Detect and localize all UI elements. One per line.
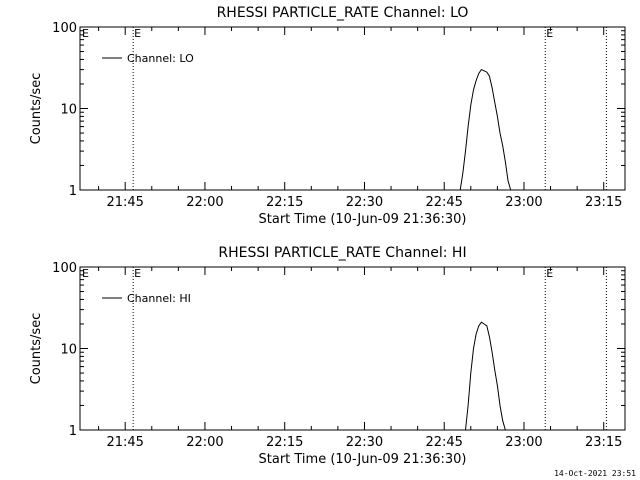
y-tick-label: 100 [52, 261, 77, 276]
x-tick-label: 22:15 [266, 195, 303, 210]
chart-title: RHESSI PARTICLE_RATE Channel: LO [217, 5, 469, 21]
x-tick-label: 23:15 [585, 435, 622, 450]
x-tick-label: 23:00 [505, 195, 542, 210]
y-tick-label: 10 [60, 103, 77, 118]
series-line [459, 68, 512, 191]
event-marker-label: E [546, 27, 553, 40]
legend-label: Channel: HI [127, 292, 191, 305]
footer-timestamp: 14-Oct-2021 23:51 [554, 469, 636, 478]
x-tick-label: 23:15 [585, 195, 622, 210]
y-axis-label: Counts/sec [29, 73, 44, 145]
x-tick-label: 22:30 [346, 195, 383, 210]
x-tick-label: 22:45 [425, 195, 462, 210]
x-axis-label: Start Time (10-Jun-09 21:36:30) [259, 452, 467, 467]
series-line [465, 321, 508, 431]
event-marker-label: E [546, 267, 553, 280]
y-tick-label: 1 [69, 424, 77, 439]
chart-panel-1: RHESSI PARTICLE_RATE Channel: LO 1 10 100 Co… [29, 5, 626, 227]
y-tick-label: 1 [69, 184, 77, 199]
x-tick-label: 22:15 [266, 435, 303, 450]
event-marker-label: E [82, 267, 89, 280]
chart-title: RHESSI PARTICLE_RATE Channel: HI [218, 245, 466, 261]
event-marker-label: E [134, 27, 141, 40]
chart-panel-2: RHESSI PARTICLE_RATE Channel: HI 1 10 100 Co… [29, 245, 626, 467]
legend-label: Channel: LO [127, 52, 194, 65]
x-tick-label: 21:45 [106, 435, 143, 450]
y-tick-label: 10 [60, 343, 77, 358]
x-tick-label: 22:30 [346, 435, 383, 450]
event-marker-label: E [82, 27, 89, 40]
x-tick-label: 22:00 [186, 195, 223, 210]
x-tick-label: 21:45 [106, 195, 143, 210]
x-tick-label: 22:45 [425, 435, 462, 450]
x-tick-label: 23:00 [505, 435, 542, 450]
y-axis-label: Counts/sec [29, 313, 44, 385]
event-marker-label: E [134, 267, 141, 280]
x-tick-label: 22:00 [186, 435, 223, 450]
x-axis-label: Start Time (10-Jun-09 21:36:30) [259, 212, 467, 227]
y-tick-label: 100 [52, 21, 77, 36]
